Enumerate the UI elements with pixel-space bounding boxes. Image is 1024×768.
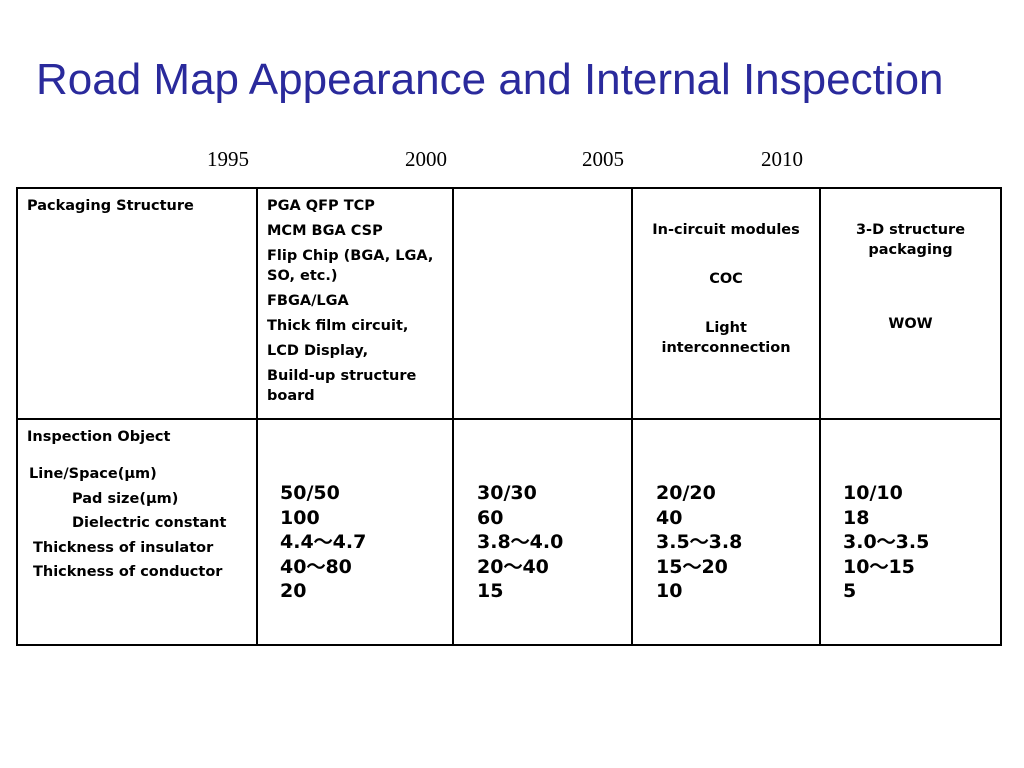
packaging-item: MCM BGA CSP: [267, 223, 383, 239]
inspection-value: 40: [656, 506, 683, 529]
packaging-item: Flip Chip (BGA, LGA, SO, etc.): [267, 248, 434, 284]
inspection-object-label-cell: Inspection Object Line/Space(μm) Pad siz…: [16, 418, 258, 646]
packaging-item: LCD Display,: [267, 343, 369, 359]
packaging-structure-label-cell: Packaging Structure: [16, 187, 258, 420]
inspection-value: 3.0～3.5: [843, 531, 930, 553]
packaging-2010-cell: 3-D structure packaging WOW: [819, 187, 1002, 420]
packaging-item: COC: [709, 271, 743, 287]
inspection-2010-cell: 10/10 18 3.0～3.5 10～15 5: [819, 418, 1002, 646]
inspection-value: 3.5～3.8: [656, 531, 743, 553]
year-label-2010: 2010: [761, 147, 803, 171]
inspection-value: 10: [656, 580, 683, 602]
inspection-value: 60: [477, 506, 504, 529]
packaging-item: PGA QFP TCP: [267, 198, 375, 214]
packaging-item: Thick film circuit,: [267, 318, 409, 334]
inspection-1995-cell: 50/50 100 4.4～4.7 40～80 20: [256, 418, 454, 646]
packaging-1995-cell: PGA QFP TCP MCM BGA CSP Flip Chip (BGA, …: [256, 187, 454, 420]
inspection-item: Thickness of insulator: [33, 539, 214, 556]
inspection-2000-cell: 30/30 60 3.8～4.0 20～40 15: [452, 418, 633, 646]
inspection-item: Pad size(μm): [72, 490, 179, 507]
packaging-structure-row: Packaging Structure PGA QFP TCP MCM BGA …: [16, 187, 1002, 420]
inspection-value: 40～80: [280, 555, 352, 578]
packaging-item: In-circuit modules: [652, 222, 800, 238]
packaging-2000-empty: [454, 189, 631, 203]
inspection-value: 3.8～4.0: [477, 531, 564, 553]
inspection-value: 100: [280, 506, 320, 529]
inspection-value: 20～40: [477, 555, 549, 578]
slide-title: Road Map Appearance and Internal Inspect…: [36, 55, 944, 104]
packaging-structure-label: Packaging Structure: [27, 198, 194, 214]
inspection-value: 20/20: [656, 482, 716, 504]
year-label-2000: 2000: [405, 147, 447, 171]
inspection-value: 18: [843, 506, 870, 529]
inspection-value: 10～15: [843, 555, 915, 578]
inspection-value: 15～20: [656, 555, 728, 578]
inspection-value: 20: [280, 580, 307, 602]
inspection-value: 10/10: [843, 482, 903, 504]
packaging-2000-cell: [452, 187, 633, 420]
packaging-2005-cell: In-circuit modules COC Light interconnec…: [631, 187, 821, 420]
packaging-item: FBGA/LGA: [267, 293, 349, 309]
packaging-item: Build-up structure board: [267, 368, 417, 404]
inspection-value: 4.4～4.7: [280, 531, 367, 553]
inspection-value: 5: [843, 580, 857, 602]
packaging-item: WOW: [888, 316, 933, 332]
inspection-object-label: Inspection Object: [27, 429, 171, 445]
inspection-value: 15: [477, 580, 504, 602]
inspection-2005-cell: 20/20 40 3.5～3.8 15～20 10: [631, 418, 821, 646]
roadmap-table: Packaging Structure PGA QFP TCP MCM BGA …: [16, 187, 1002, 646]
inspection-value: 50/50: [280, 482, 340, 504]
inspection-item: Line/Space(μm): [29, 466, 157, 482]
year-label-2005: 2005: [582, 147, 624, 171]
inspection-value: 30/30: [477, 482, 537, 504]
packaging-item: 3-D structure packaging: [855, 222, 966, 258]
inspection-item: Dielectric constant: [72, 515, 227, 531]
inspection-item: Thickness of conductor: [33, 564, 223, 580]
packaging-item: Light interconnection: [661, 320, 791, 356]
inspection-object-row: Inspection Object Line/Space(μm) Pad siz…: [16, 418, 1002, 646]
year-label-1995: 1995: [207, 147, 249, 171]
